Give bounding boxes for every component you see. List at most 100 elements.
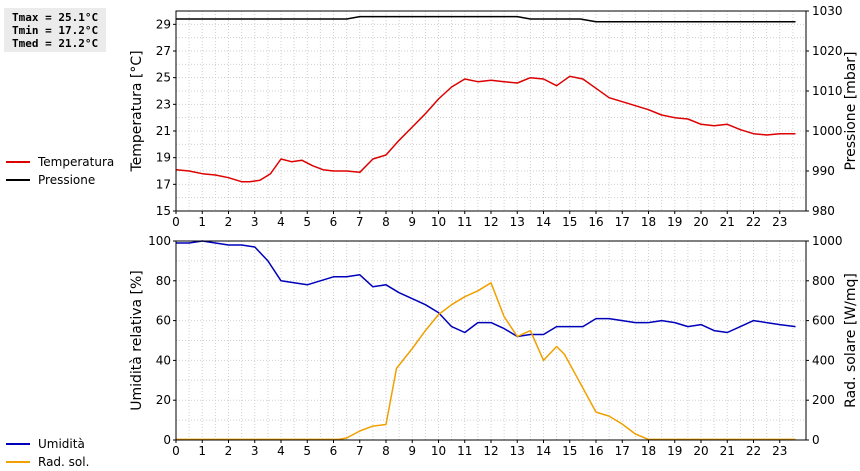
x-tick-label: 3: [251, 444, 259, 458]
legend-swatch-umidita: [6, 443, 30, 445]
x-tick-label: 2: [225, 444, 233, 458]
y-tick-label: 40: [156, 353, 171, 367]
y2-tick-label: 1020: [812, 44, 843, 58]
x-tick-label: 4: [277, 215, 285, 229]
legend-label-temperatura: Temperatura: [38, 155, 115, 169]
x-tick-label: 14: [536, 215, 551, 229]
x-tick-label: 14: [536, 444, 551, 458]
y-tick-label: 0: [163, 433, 171, 447]
stats-box: Tmax = 25.1°C Tmin = 17.2°C Tmed = 21.2°…: [4, 8, 106, 52]
x-tick-label: 19: [667, 444, 682, 458]
x-tick-label: 18: [641, 444, 656, 458]
y2-tick-label: 990: [812, 164, 835, 178]
x-tick-label: 9: [408, 444, 416, 458]
x-tick-label: 21: [720, 215, 735, 229]
x-tick-label: 10: [431, 215, 446, 229]
legend-item-umidita: Umidità: [6, 435, 89, 453]
y-axis-label: Umidità relativa [%]: [129, 270, 145, 411]
y-tick-label: 20: [156, 393, 171, 407]
x-tick-label: 22: [746, 444, 761, 458]
y2-axis-label: Rad. solare [W/mq]: [843, 273, 859, 408]
legend-top: Temperatura Pressione: [6, 153, 114, 189]
y2-tick-label: 980: [812, 204, 835, 218]
legend-label-radsol: Rad. sol.: [38, 455, 90, 469]
y2-tick-label: 600: [812, 314, 835, 328]
series-line-rad-sol-: [176, 282, 796, 441]
x-tick-label: 3: [251, 215, 259, 229]
x-tick-label: 17: [615, 215, 630, 229]
y2-tick-label: 1000: [812, 234, 843, 248]
y-tick-label: 27: [156, 44, 171, 58]
x-tick-label: 0: [172, 215, 180, 229]
y-tick-label: 21: [156, 124, 171, 138]
x-tick-label: 20: [693, 444, 708, 458]
y-tick-label: 15: [156, 204, 171, 218]
x-tick-label: 0: [172, 444, 180, 458]
x-tick-label: 16: [588, 215, 603, 229]
x-tick-label: 18: [641, 215, 656, 229]
y2-tick-label: 1000: [812, 124, 843, 138]
x-tick-label: 5: [303, 444, 311, 458]
x-tick-label: 10: [431, 444, 446, 458]
legend-bottom: Umidità Rad. sol.: [6, 435, 89, 471]
plot-frame-humidity-radiation: [175, 240, 807, 441]
x-tick-label: 6: [330, 215, 338, 229]
legend-swatch-radsol: [6, 461, 30, 463]
y-tick-label: 23: [156, 97, 171, 111]
x-tick-label: 11: [457, 215, 472, 229]
tmin-stat: Tmin = 17.2°C: [12, 24, 99, 37]
x-tick-label: 1: [198, 444, 206, 458]
y-axis-label: Temperatura [°C]: [129, 50, 145, 172]
y2-tick-label: 1030: [812, 4, 843, 18]
x-tick-label: 11: [457, 444, 472, 458]
x-tick-label: 15: [562, 444, 577, 458]
legend-item-temperatura: Temperatura: [6, 153, 114, 171]
y-tick-label: 19: [156, 151, 171, 165]
x-tick-label: 6: [330, 444, 338, 458]
y2-tick-label: 400: [812, 353, 835, 367]
x-tick-label: 8: [382, 215, 390, 229]
x-tick-label: 22: [746, 215, 761, 229]
x-tick-label: 12: [483, 444, 498, 458]
tmed-stat: Tmed = 21.2°C: [12, 37, 99, 50]
y2-tick-label: 800: [812, 274, 835, 288]
y-tick-label: 25: [156, 71, 171, 85]
x-tick-label: 13: [510, 215, 525, 229]
y2-axis-label: Pressione [mbar]: [843, 51, 859, 170]
legend-item-radsol: Rad. sol.: [6, 453, 89, 471]
legend-label-pressione: Pressione: [38, 173, 96, 187]
tmax-stat: Tmax = 25.1°C: [12, 11, 99, 24]
x-tick-label: 19: [667, 215, 682, 229]
x-tick-label: 23: [772, 444, 787, 458]
legend-swatch-temperatura: [6, 161, 30, 163]
x-tick-label: 9: [408, 215, 416, 229]
x-tick-label: 2: [225, 215, 233, 229]
x-tick-label: 15: [562, 215, 577, 229]
y-tick-label: 100: [148, 234, 171, 248]
x-tick-label: 21: [720, 444, 735, 458]
y2-tick-label: 1010: [812, 84, 843, 98]
x-tick-label: 20: [693, 215, 708, 229]
x-tick-label: 16: [588, 444, 603, 458]
y-tick-label: 80: [156, 274, 171, 288]
chart-canvas: 0 1 2 3 4 5 6 7 8 9 10 11 12 13 14 15 16 17 18 19 20 21 22 2315…: [129, 4, 859, 458]
y-tick-label: 17: [156, 177, 171, 191]
legend-label-umidita: Umidità: [38, 437, 85, 451]
x-tick-label: 8: [382, 444, 390, 458]
x-tick-label: 5: [303, 215, 311, 229]
y2-tick-label: 200: [812, 393, 835, 407]
x-tick-label: 13: [510, 444, 525, 458]
series-line-umidit-: [176, 240, 796, 338]
legend-item-pressione: Pressione: [6, 171, 114, 189]
x-tick-label: 7: [356, 444, 364, 458]
x-tick-label: 12: [483, 215, 498, 229]
y-tick-label: 60: [156, 314, 171, 328]
series-line-temperatura: [175, 75, 796, 183]
legend-swatch-pressione: [6, 179, 30, 181]
series-line-pressione: [176, 15, 796, 23]
x-tick-label: 1: [198, 215, 206, 229]
y2-tick-label: 0: [812, 433, 820, 447]
x-tick-label: 17: [615, 444, 630, 458]
x-tick-label: 7: [356, 215, 364, 229]
y-tick-label: 29: [156, 17, 171, 31]
